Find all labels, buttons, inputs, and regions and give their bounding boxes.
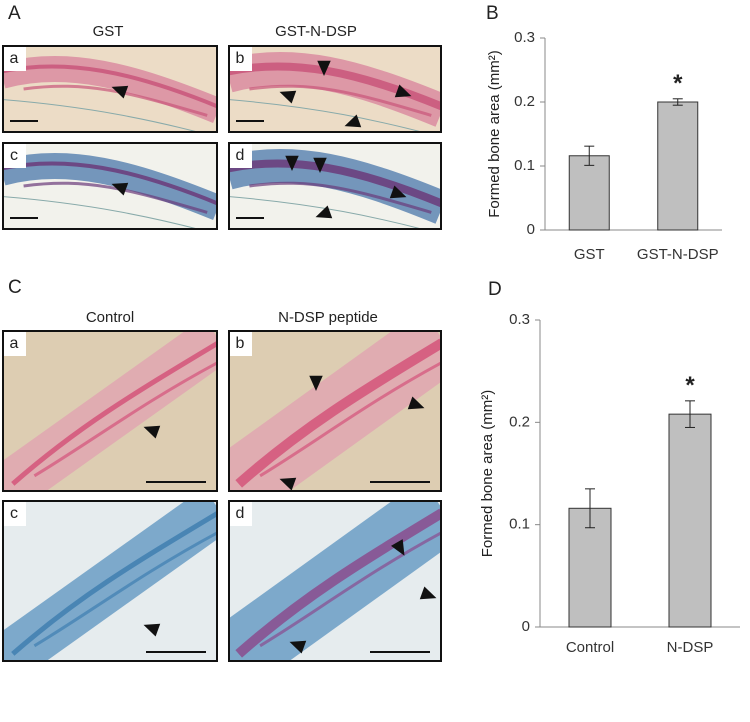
micrograph-border [2, 45, 218, 133]
arrowhead [313, 157, 327, 173]
micrograph-border [228, 45, 442, 133]
bone [235, 338, 442, 488]
arrowhead [143, 623, 161, 637]
error-bar [685, 400, 695, 428]
image-letter: d [236, 505, 245, 522]
micrograph: c [2, 500, 218, 662]
image-letter-box [228, 45, 252, 71]
arrowhead [315, 205, 333, 219]
bone [11, 510, 218, 656]
bone [11, 340, 218, 486]
y-tick-label: 0.1 [509, 516, 530, 533]
bone [249, 181, 432, 214]
bone [33, 531, 218, 648]
image-letter-box [2, 142, 26, 168]
y-tick-label: 0.1 [514, 157, 535, 174]
arrowhead [391, 539, 405, 556]
y-tick-label: 0.2 [509, 413, 530, 430]
tissue [2, 152, 218, 221]
arrowhead [309, 375, 323, 391]
y-tick-label: 0.3 [509, 311, 530, 328]
image-letter-box [2, 330, 26, 356]
bar [568, 155, 610, 231]
image-letter: b [236, 335, 245, 352]
arrowhead [111, 85, 129, 99]
micrograph-border [228, 330, 442, 492]
significance-mark: * [673, 70, 683, 97]
micrograph: b [228, 330, 442, 492]
bar [657, 101, 699, 231]
column-title: N-DSP peptide [278, 309, 378, 326]
micrograph: c [2, 142, 218, 230]
image-letter: c [10, 147, 18, 164]
x-tick-label: N-DSP [667, 639, 714, 656]
error-bar [672, 98, 683, 106]
tissue [2, 55, 218, 124]
arrowhead [143, 425, 161, 439]
micrograph-border [228, 500, 442, 662]
image-letter: b [236, 50, 245, 67]
panel-label: D [488, 279, 502, 300]
column-title: GST [93, 23, 124, 40]
arrowhead [419, 586, 437, 600]
arrowhead [317, 60, 331, 76]
column-title: GST-N-DSP [275, 23, 357, 40]
bone [235, 508, 442, 658]
image-letter-box [2, 45, 26, 71]
bone [259, 361, 442, 478]
column-title: Control [86, 309, 134, 326]
y-axis-title: Formed bone area (mm²) [486, 50, 503, 218]
arrowhead [279, 477, 297, 491]
y-tick-label: 0 [527, 221, 535, 238]
arrowhead [285, 155, 299, 171]
micrograph-border [228, 142, 442, 230]
y-tick-label: 0.3 [514, 29, 535, 46]
image-letter-box [2, 500, 26, 526]
micrograph-border [2, 330, 218, 492]
arrowhead [389, 185, 407, 199]
image-letter-box [228, 500, 252, 526]
image-letter: a [10, 335, 19, 352]
micrograph-border [2, 142, 218, 230]
arrowhead [407, 396, 425, 410]
micrograph: d [228, 500, 442, 662]
arrowhead [289, 640, 307, 654]
error-bar [584, 145, 595, 166]
micrograph: a [2, 330, 218, 492]
bone [33, 361, 218, 478]
bone [2, 161, 218, 206]
image-letter-box [228, 330, 252, 356]
y-tick-label: 0.2 [514, 93, 535, 110]
bone [23, 84, 208, 117]
arrowhead [111, 182, 129, 196]
panel-label: C [8, 277, 22, 298]
panel-label: B [486, 3, 499, 24]
bone [2, 64, 218, 109]
image-letter: c [10, 505, 18, 522]
image-letter: a [10, 50, 19, 67]
y-tick-label: 0 [522, 618, 530, 635]
micrograph-border [2, 500, 218, 662]
micrograph: b [228, 45, 442, 133]
image-letter-box [228, 142, 252, 168]
x-tick-label: Control [566, 639, 614, 656]
significance-mark: * [685, 372, 695, 399]
x-tick-label: GST [574, 246, 605, 263]
arrowhead [344, 114, 362, 128]
bone [259, 531, 442, 648]
bone [249, 84, 432, 117]
x-tick-label: GST-N-DSP [637, 246, 719, 263]
micrograph: d [228, 142, 442, 230]
image-letter: d [236, 147, 245, 164]
y-axis-title: Formed bone area (mm²) [479, 390, 496, 558]
panel-label: A [8, 3, 21, 24]
micrograph: a [2, 45, 218, 133]
bar [668, 413, 712, 628]
arrowhead [279, 90, 297, 104]
arrowhead [394, 84, 412, 98]
error-bar [585, 488, 595, 529]
bone [23, 181, 208, 214]
